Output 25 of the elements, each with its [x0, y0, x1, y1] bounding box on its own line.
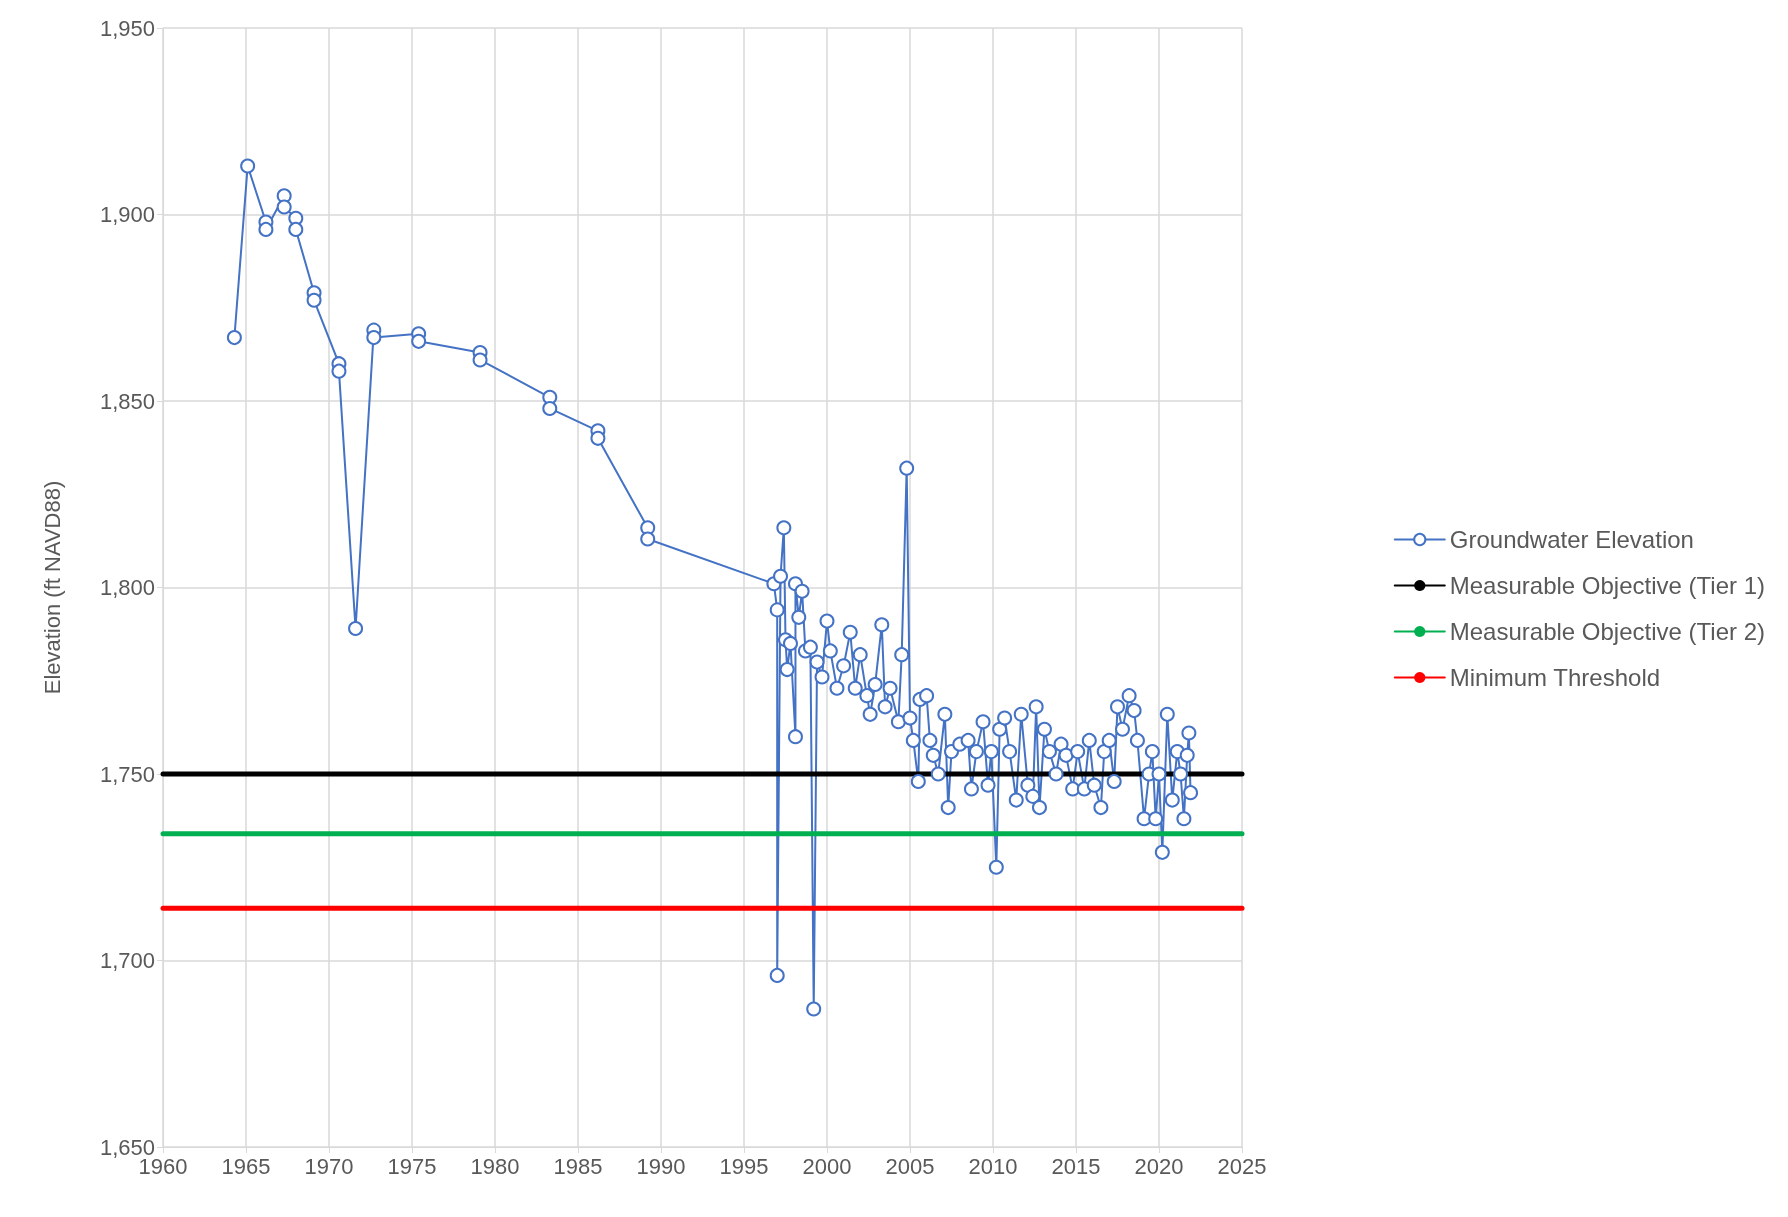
x-tick-label: 2010 — [968, 1153, 1018, 1179]
legend-label: Minimum Threshold — [1449, 664, 1661, 691]
x-tick-label: 1985 — [553, 1153, 603, 1179]
x-tick-label: 1970 — [304, 1153, 354, 1179]
x-tick-label: 2015 — [1051, 1153, 1101, 1179]
x-tick-label: 2020 — [1134, 1153, 1184, 1179]
x-tick-label: 1995 — [719, 1153, 769, 1179]
y-axis-title: Elevation (ft NAVD88) — [39, 480, 65, 695]
legend-label: Measurable Objective (Tier 1) — [1449, 572, 1766, 599]
y-tick-label: 1,650 — [99, 1134, 155, 1160]
y-tick-label: 1,750 — [99, 761, 155, 787]
x-tick-label: 1975 — [387, 1153, 437, 1179]
x-tick-label: 2025 — [1217, 1153, 1267, 1179]
x-tick-label: 1990 — [636, 1153, 686, 1179]
y-tick-label: 1,950 — [99, 15, 155, 41]
y-tick-label: 1,850 — [99, 388, 155, 414]
y-tick-label: 1,800 — [99, 575, 155, 600]
x-tick-label: 1965 — [221, 1153, 271, 1179]
legend-label: Groundwater Elevation — [1449, 526, 1694, 553]
x-tick-label: 2005 — [885, 1153, 935, 1179]
x-tick-label: 2000 — [802, 1153, 852, 1179]
x-tick-label: 1980 — [470, 1153, 520, 1179]
y-tick-label: 1,700 — [99, 948, 155, 973]
legend-label: Measurable Objective (Tier 2) — [1449, 618, 1766, 645]
y-tick-label: 1,900 — [99, 202, 155, 227]
